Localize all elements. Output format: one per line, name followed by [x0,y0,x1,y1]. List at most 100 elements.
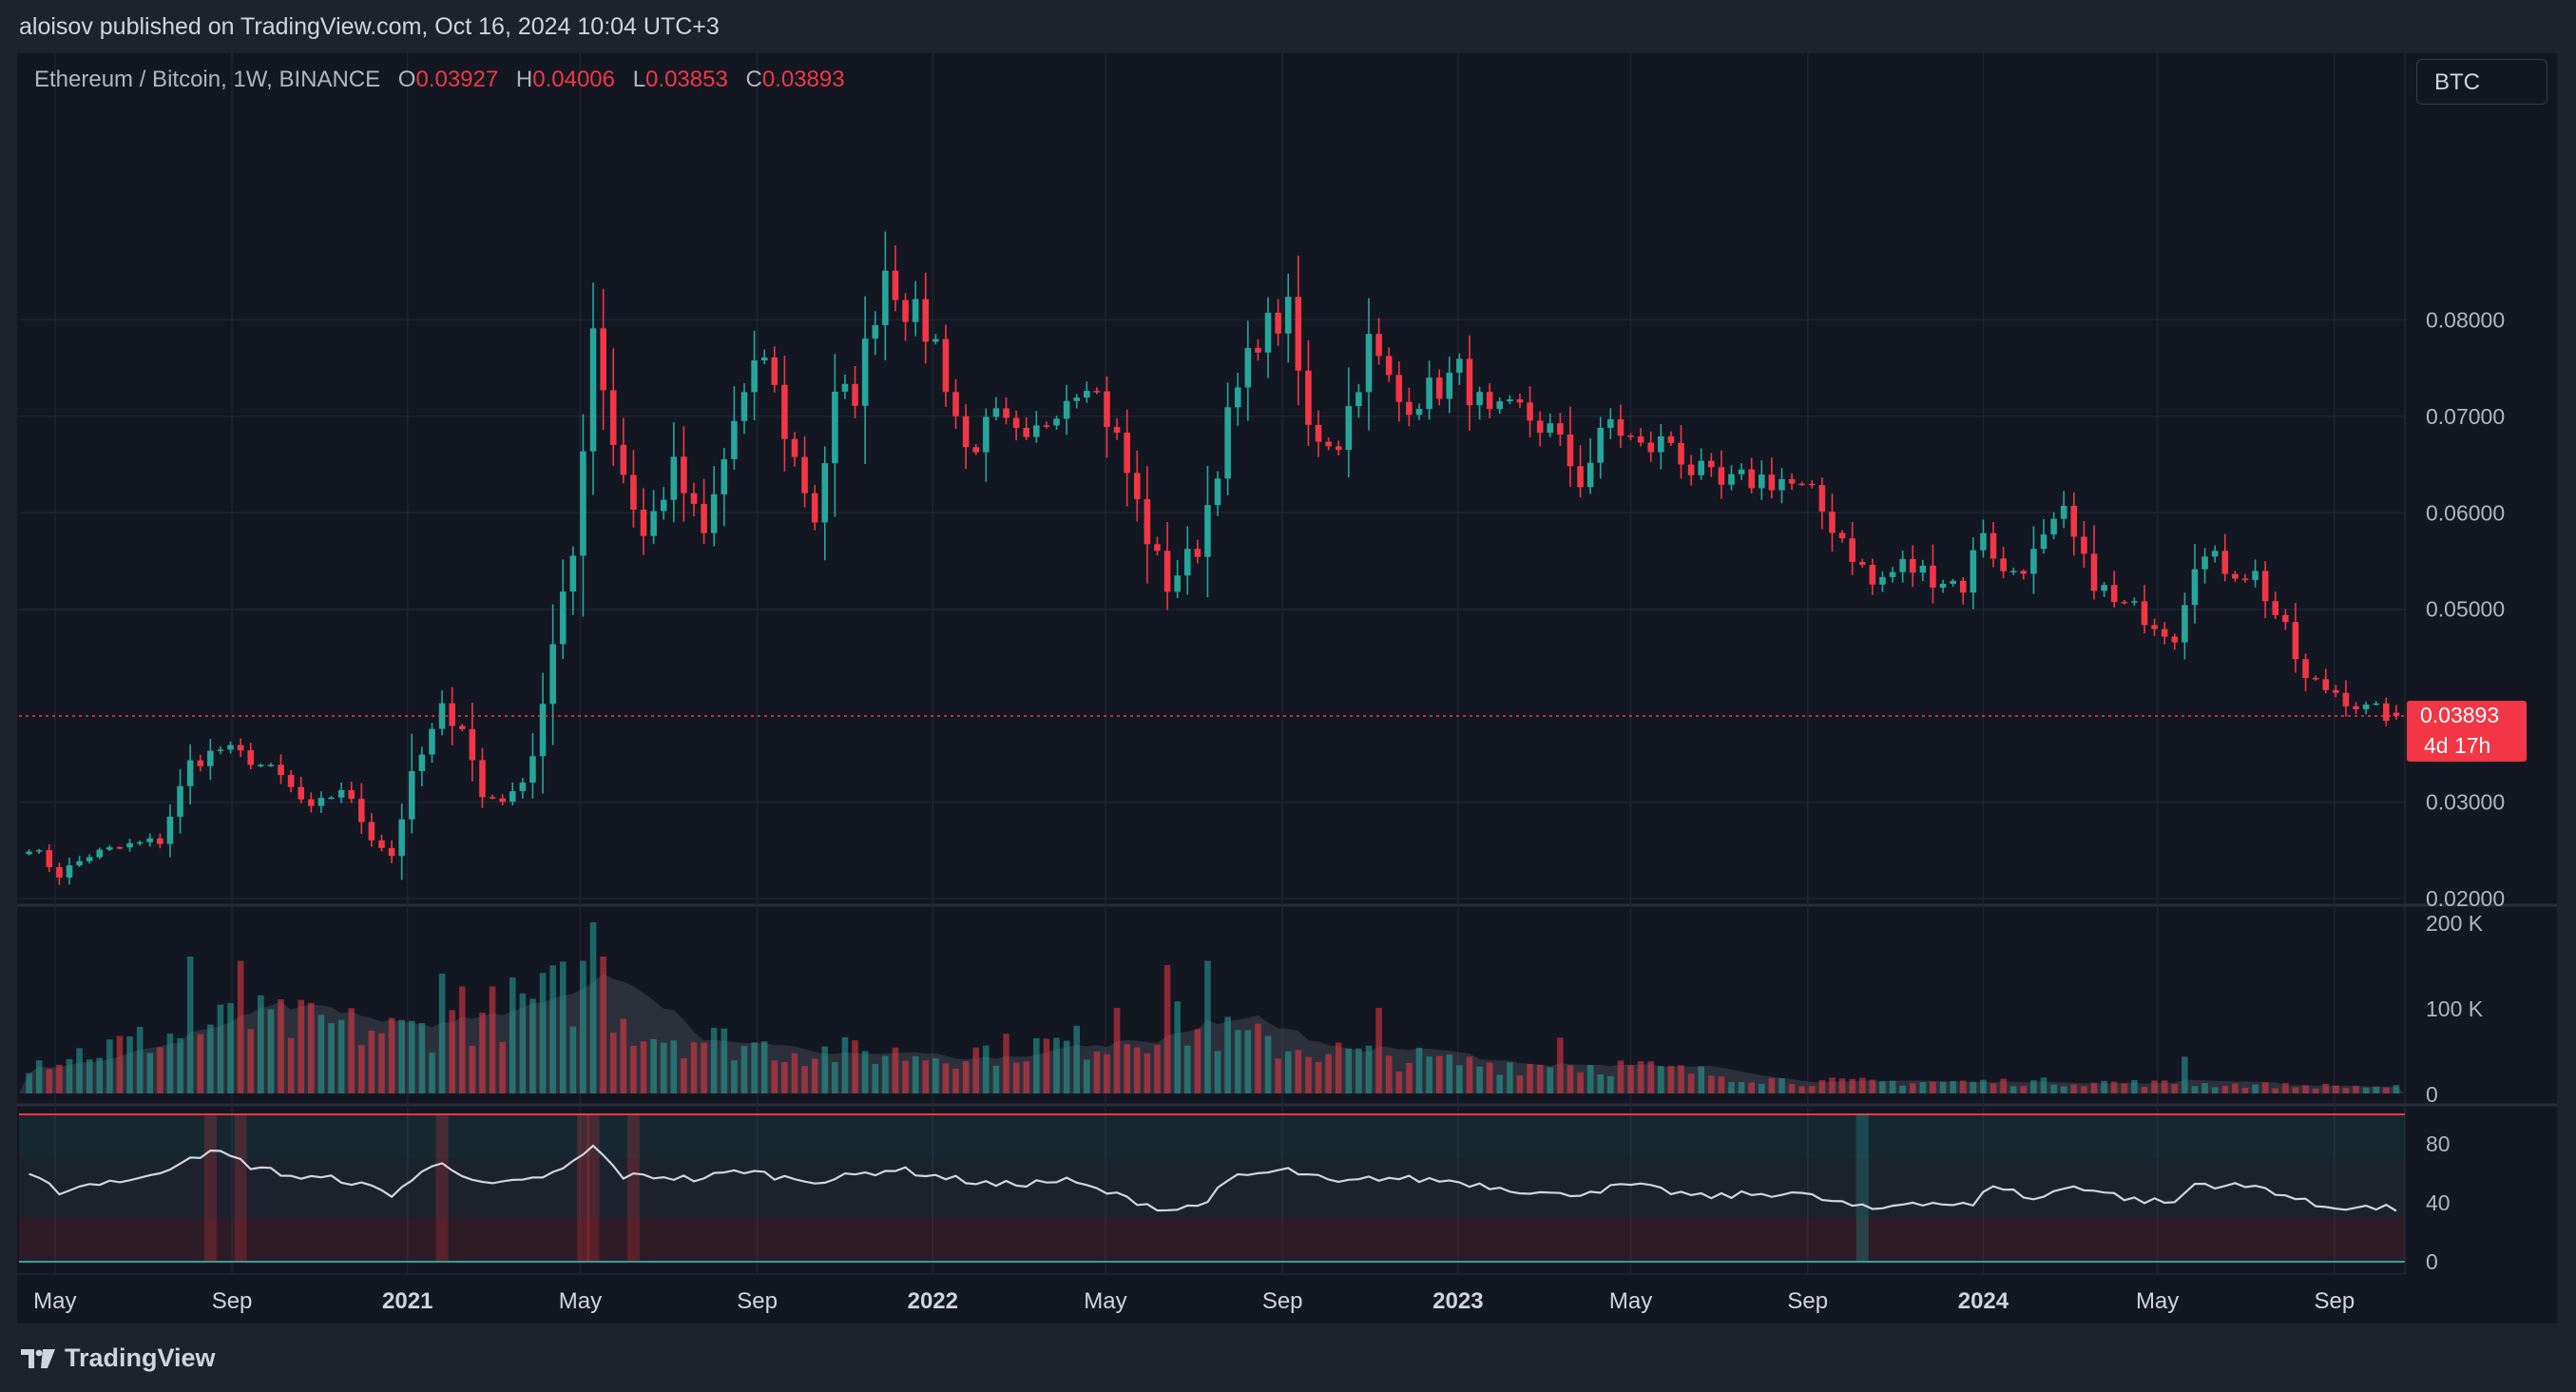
candle [821,446,829,561]
candle-body [409,771,415,820]
volume-bar [247,1029,255,1093]
volume-bar [1970,1081,1977,1093]
candle-body [469,728,476,761]
candle-body [227,744,234,750]
currency-button[interactable]: BTC [2416,59,2547,105]
volume-bar [2060,1086,2067,1093]
candle [348,782,355,803]
candle [1174,560,1181,599]
candle [1637,428,1644,447]
volume-bar [1899,1085,1906,1093]
volume-bar [872,1063,879,1093]
volume-bar [1919,1082,1927,1093]
volume-bar [458,986,466,1093]
volume-bar [1415,1047,1423,1093]
candle [1244,320,1252,421]
candle-body [157,838,163,844]
candle-body [892,270,899,300]
volume-bar [1435,1055,1443,1093]
candle-body [1637,436,1644,443]
candle-body [418,754,426,772]
candle [267,763,275,767]
volume-bar [640,1041,647,1093]
candle [86,854,93,864]
candle [1063,384,1070,435]
time-axis-label: Sep [1262,1288,1303,1314]
volume-bar [1939,1081,1947,1093]
volume-bar [660,1042,667,1093]
candle [1183,526,1191,595]
candle-body [1507,399,1513,402]
candle [2060,491,2067,529]
volume-bar [489,986,496,1093]
candle-body [701,503,707,533]
volume-bar [1708,1075,1715,1093]
candle [35,848,43,854]
candle-body [217,749,224,751]
candle-body [56,867,63,878]
candle-body [1778,478,1785,491]
candle-body [983,416,990,453]
candle-body [368,822,375,841]
candle [237,738,244,758]
candle [1516,394,1524,409]
candle-body [1627,435,1634,437]
candle-body [2211,551,2219,557]
candle-body [1375,334,1382,357]
volume-bar [1617,1060,1624,1093]
volume-bar [26,1073,32,1093]
candle-body [1577,466,1584,488]
candle [177,769,183,834]
candle-body [1466,358,1473,406]
volume-bar [1667,1065,1675,1093]
volume-bar [2040,1077,2047,1093]
candle [1818,477,1826,530]
volume-bar [1748,1082,1755,1093]
volume-bar [801,1066,808,1093]
volume-bar [1113,1008,1121,1093]
symbol-name[interactable]: Ethereum / Bitcoin, 1W, BINANCE [34,67,381,92]
candle-body [337,789,345,798]
candle-body [811,493,818,523]
publisher-info[interactable]: aloisov published on TradingView.com, Oc… [19,13,720,40]
volume-bar [1446,1054,1453,1093]
volume-bar [429,1053,435,1093]
candle-body [1536,420,1544,434]
volume-bar [2020,1086,2028,1093]
candle-body [1133,473,1141,500]
candle [479,747,486,808]
volume-bar [1607,1075,1614,1093]
candle [458,724,466,732]
candle-body [751,360,758,393]
candle-body [2272,601,2279,615]
candle-body [1315,424,1322,442]
price-tick-label: 0.06000 [2426,500,2505,525]
rsi-oversold-zone [19,1217,2405,1262]
volume-bar [1959,1080,1967,1093]
candle-body [2151,625,2158,629]
tradingview-logo[interactable]: TradingView [19,1344,216,1373]
candle-body [438,703,446,729]
candle [1959,577,1967,605]
candle [1355,383,1362,418]
candle [2312,675,2319,681]
volume-bar [1496,1074,1504,1093]
candle [529,733,536,799]
volume-bar [2131,1079,2138,1093]
candle [1466,335,1473,431]
close-label: C [745,67,762,92]
volume-bar [499,1041,506,1093]
candle-body [2131,601,2138,603]
volume-bar [2070,1084,2078,1093]
candle-body [1003,408,1009,418]
candle [519,778,527,799]
volume-bar [287,1037,295,1093]
candle [409,733,415,834]
candle [1607,408,1614,439]
candle [1375,318,1382,365]
candle-body [1365,334,1373,393]
candle-body [166,816,174,844]
candle [499,794,506,805]
candle-body [46,850,53,868]
